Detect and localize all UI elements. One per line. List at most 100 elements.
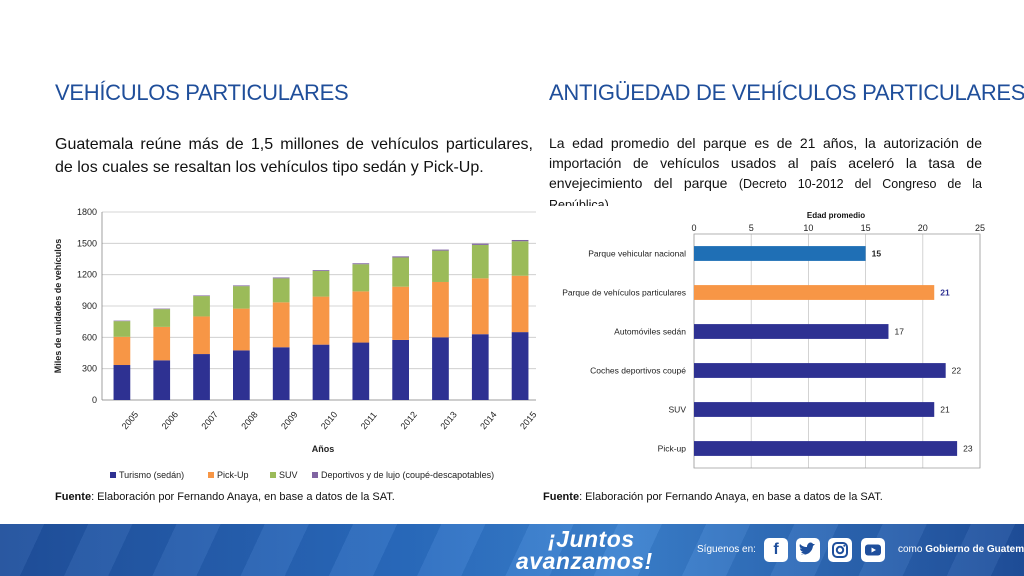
government-label: como Gobierno de Guatemala bbox=[898, 544, 1024, 555]
hbar-title: Edad promedio bbox=[807, 211, 865, 220]
bar-segment bbox=[272, 277, 290, 279]
bar-segment bbox=[312, 271, 330, 297]
bar-segment bbox=[352, 291, 370, 343]
bar-segment bbox=[272, 302, 290, 348]
bar-segment bbox=[233, 285, 250, 287]
bar-segment bbox=[511, 239, 529, 242]
horizontal-bar-chart: Edad promedio 0 5 10 15 20 25 Parque vehicula… bbox=[536, 206, 998, 472]
gov-prefix: como bbox=[898, 544, 923, 555]
bar bbox=[694, 441, 958, 456]
right-paragraph-main: La edad promedio del parque es de 21 año… bbox=[549, 135, 982, 191]
legend-label: Deportivos y de lujo (coupé-descapotable… bbox=[321, 470, 494, 480]
value-label: 21 bbox=[940, 288, 950, 298]
bar-segment bbox=[471, 278, 489, 335]
x-tick-label: 2011 bbox=[359, 410, 379, 431]
gov-name: Gobierno de Guatemala bbox=[925, 544, 1024, 555]
bar-segment bbox=[193, 316, 210, 355]
y-tick-label: 0 bbox=[92, 395, 97, 405]
left-title: VEHÍCULOS PARTICULARES bbox=[55, 80, 349, 105]
bar bbox=[694, 324, 889, 339]
legend-swatch bbox=[110, 472, 116, 478]
legend-label: Pick-Up bbox=[217, 470, 249, 480]
x-tick-label: 2012 bbox=[399, 410, 420, 432]
follow-label: Síguenos en: bbox=[697, 544, 756, 555]
category-label: SUV bbox=[669, 405, 687, 415]
y-tick-label: 1800 bbox=[77, 207, 97, 217]
bar-segment bbox=[432, 249, 449, 251]
right-paragraph: La edad promedio del parque es de 21 año… bbox=[549, 133, 982, 215]
category-label: Parque de vehículos particulares bbox=[562, 288, 686, 298]
bar-segment bbox=[113, 320, 131, 322]
y-tick-label: 1500 bbox=[77, 238, 97, 248]
bar bbox=[694, 363, 946, 378]
legend-label: SUV bbox=[279, 470, 298, 480]
bar-segment bbox=[511, 275, 529, 333]
right-title: ANTIGÜEDAD DE VEHÍCULOS PARTICULARES bbox=[549, 80, 1024, 105]
y-tick-label: 1200 bbox=[77, 270, 97, 280]
bar-segment bbox=[392, 257, 409, 287]
footer-pattern bbox=[0, 524, 1024, 576]
bar-segment bbox=[233, 308, 250, 351]
bar-segment bbox=[392, 256, 409, 258]
bar-segment bbox=[272, 278, 290, 303]
twitter-icon[interactable] bbox=[796, 538, 820, 562]
bar-segment bbox=[193, 296, 210, 317]
bar-segment bbox=[511, 332, 529, 400]
slogan-line1: ¡Juntos bbox=[548, 526, 635, 552]
footer-banner: ¡Juntos avanzamos! Síguenos en: f como G… bbox=[0, 524, 1024, 576]
value-label: 15 bbox=[872, 249, 882, 259]
bar-segment bbox=[471, 334, 489, 400]
bar-segment bbox=[392, 339, 409, 400]
x-tick-label: 20 bbox=[918, 223, 928, 233]
category-label: Parque vehicular nacional bbox=[588, 249, 686, 259]
bar-segment bbox=[511, 241, 529, 276]
bar-segment bbox=[272, 347, 290, 400]
x-tick-label: 15 bbox=[861, 223, 871, 233]
bar-segment bbox=[432, 337, 449, 400]
bar-segment bbox=[193, 354, 210, 400]
bar-segment bbox=[113, 365, 131, 400]
bar bbox=[694, 402, 935, 417]
x-tick-label: 5 bbox=[749, 223, 754, 233]
bar-segment bbox=[153, 360, 171, 400]
left-source-text: : Elaboración por Fernando Anaya, en bas… bbox=[91, 491, 395, 503]
bar-segment bbox=[352, 342, 370, 400]
bar-segment bbox=[312, 296, 330, 345]
y-tick-label: 900 bbox=[82, 301, 97, 311]
bar-segment bbox=[432, 250, 449, 282]
x-tick-label: 2013 bbox=[438, 410, 459, 432]
bar-segment bbox=[193, 295, 210, 297]
legend-swatch bbox=[312, 472, 318, 478]
x-tick-label: 0 bbox=[691, 223, 696, 233]
x-tick-label: 2007 bbox=[199, 410, 220, 432]
plot-frame bbox=[693, 233, 981, 469]
slogan-line2: avanzamos! bbox=[516, 548, 653, 574]
bar-segment bbox=[432, 281, 449, 338]
bar-segment bbox=[312, 270, 330, 272]
youtube-icon[interactable] bbox=[861, 538, 885, 562]
facebook-icon[interactable]: f bbox=[764, 538, 788, 562]
category-label: Automóviles sedán bbox=[614, 327, 686, 337]
category-label: Pick-up bbox=[658, 444, 687, 454]
bar-segment bbox=[312, 344, 330, 400]
x-axis-label: Años bbox=[312, 444, 335, 454]
value-label: 22 bbox=[952, 366, 962, 376]
x-tick-label: 2006 bbox=[160, 410, 181, 432]
x-tick-label: 2009 bbox=[279, 410, 300, 432]
legend-label: Turismo (sedán) bbox=[119, 470, 184, 480]
bar-segment bbox=[352, 264, 370, 292]
bar-segment bbox=[471, 243, 489, 245]
bar-segment bbox=[113, 336, 131, 366]
bar-segment bbox=[233, 286, 250, 309]
bar bbox=[694, 285, 935, 300]
instagram-icon[interactable] bbox=[828, 538, 852, 562]
y-tick-label: 600 bbox=[82, 332, 97, 342]
left-source: Fuente: Elaboración por Fernando Anaya, … bbox=[55, 491, 395, 503]
bar-segment bbox=[352, 263, 370, 265]
legend-swatch bbox=[208, 472, 214, 478]
x-tick-label: 2005 bbox=[120, 410, 141, 432]
category-label: Coches deportivos coupé bbox=[590, 366, 686, 376]
bar-segment bbox=[233, 350, 250, 400]
x-tick-label: 2010 bbox=[319, 410, 340, 432]
right-source-label: Fuente bbox=[543, 491, 580, 503]
